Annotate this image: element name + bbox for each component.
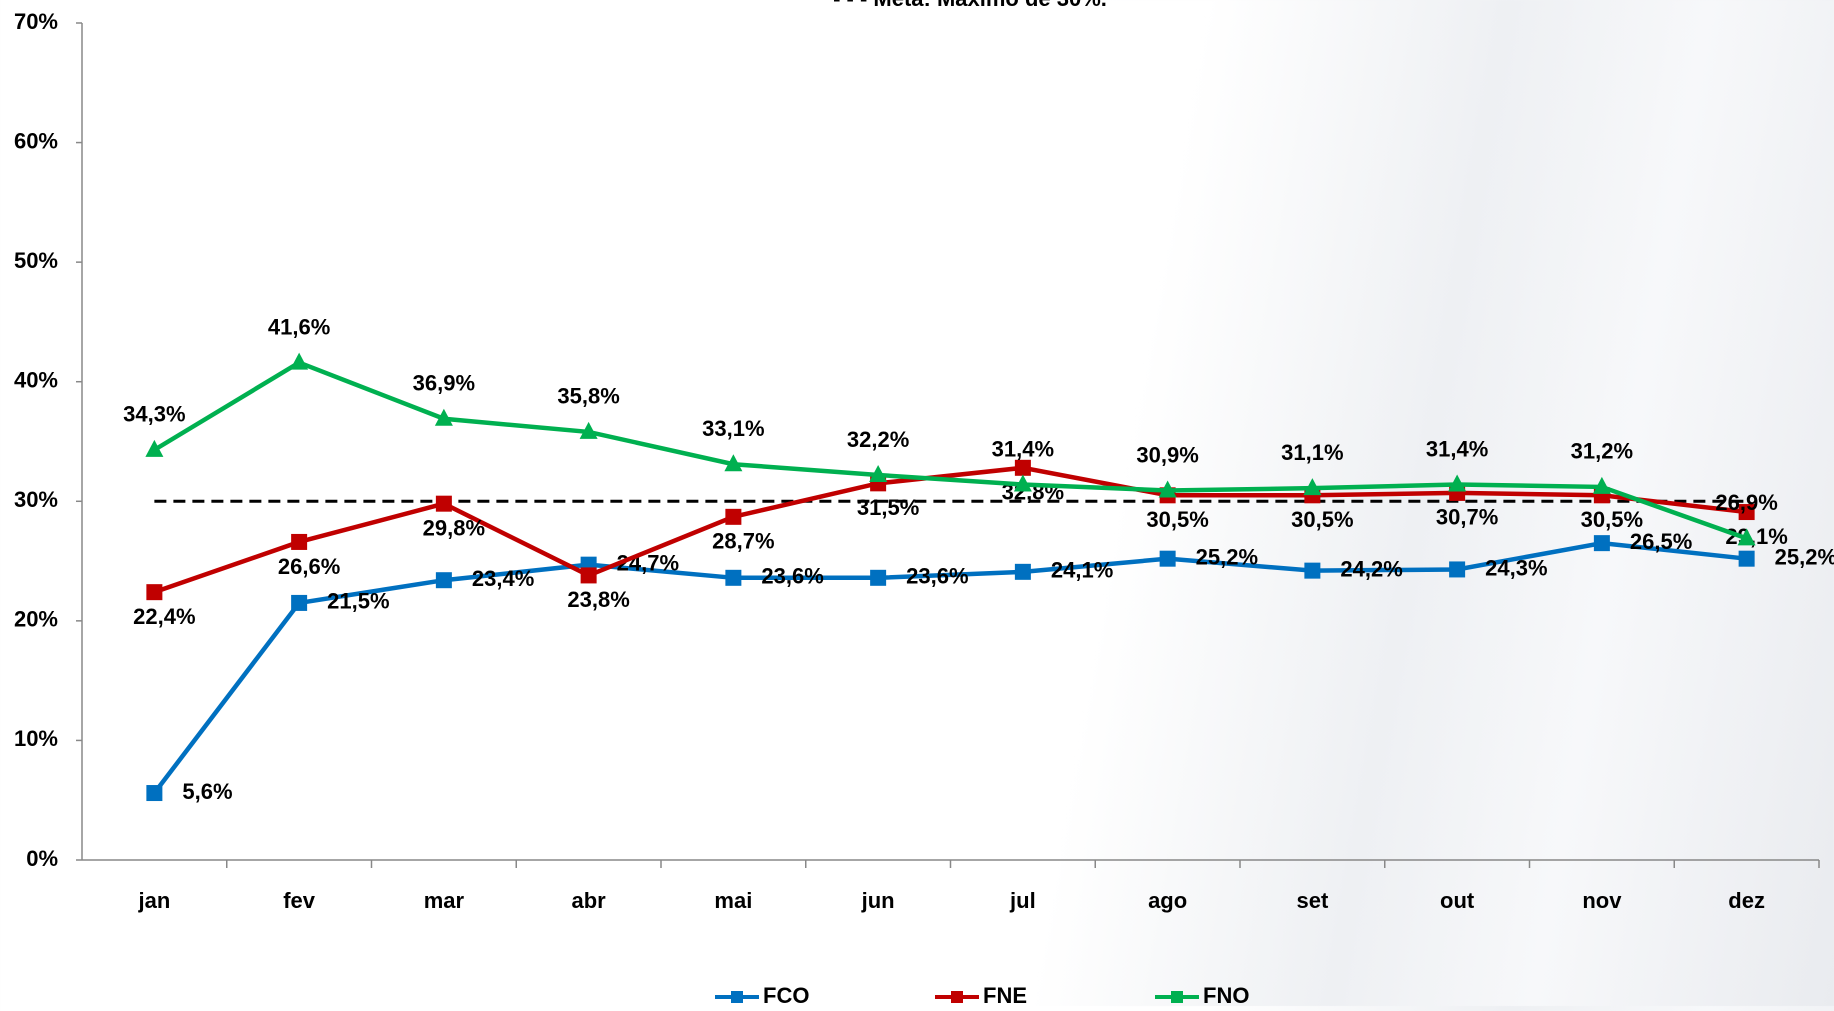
data-label: 31,4% xyxy=(992,436,1054,461)
legend-label: FCO xyxy=(763,983,809,1006)
x-tick-label: jun xyxy=(861,888,895,913)
data-label: 36,9% xyxy=(413,371,475,396)
marker xyxy=(1594,535,1610,551)
legend-marker xyxy=(731,991,743,1003)
data-label: 25,2% xyxy=(1196,544,1258,569)
data-label: 30,5% xyxy=(1146,507,1208,532)
data-label: 5,6% xyxy=(182,779,232,804)
chart: - - - Meta: Máximo de 30%. 0% 10% 20% 30% 40… xyxy=(0,0,1834,1006)
data-label: 26,5% xyxy=(1630,529,1692,554)
marker xyxy=(1015,460,1031,476)
data-label: 30,5% xyxy=(1291,507,1353,532)
x-tick-label: fev xyxy=(283,888,316,913)
data-label: 30,5% xyxy=(1581,507,1643,532)
data-label: 33,1% xyxy=(702,416,764,441)
x-tick-label: dez xyxy=(1728,888,1765,913)
data-label: 30,9% xyxy=(1136,442,1198,467)
marker xyxy=(1160,551,1176,567)
data-label: 26,6% xyxy=(278,554,340,579)
marker xyxy=(291,595,307,611)
marker xyxy=(581,567,597,583)
data-label: 21,5% xyxy=(327,589,389,614)
data-label: 22,4% xyxy=(133,604,195,629)
data-label: 24,1% xyxy=(1051,558,1113,583)
data-label: 29,8% xyxy=(423,515,485,540)
data-label: 26,9% xyxy=(1715,490,1777,515)
marker xyxy=(725,509,741,525)
marker xyxy=(291,534,307,550)
data-label: 28,7% xyxy=(712,529,774,554)
data-label: 34,3% xyxy=(123,402,185,427)
x-tick-label: set xyxy=(1296,888,1328,913)
marker xyxy=(1304,563,1320,579)
marker xyxy=(725,570,741,586)
data-label: 32,2% xyxy=(847,427,909,452)
x-tick-label: ago xyxy=(1148,888,1187,913)
data-label: 35,8% xyxy=(557,384,619,409)
data-label: 41,6% xyxy=(268,314,330,339)
y-tick-label: 60% xyxy=(14,128,58,153)
y-tick-label: 20% xyxy=(14,607,58,632)
marker xyxy=(870,570,886,586)
chart-title: - - - Meta: Máximo de 30%. xyxy=(833,0,1107,11)
marker xyxy=(436,572,452,588)
data-label: 24,7% xyxy=(617,550,679,575)
marker xyxy=(146,785,162,801)
marker xyxy=(436,496,452,512)
y-tick-label: 30% xyxy=(14,487,58,512)
legend-marker xyxy=(951,991,963,1003)
data-label: 23,8% xyxy=(567,587,629,612)
marker xyxy=(290,353,308,370)
legend-label: FNE xyxy=(983,983,1027,1006)
y-tick-label: 50% xyxy=(14,248,58,273)
x-tick-label: out xyxy=(1440,888,1475,913)
data-label: 24,3% xyxy=(1485,555,1547,580)
data-label: 31,4% xyxy=(1426,436,1488,461)
data-label: 23,6% xyxy=(906,564,968,589)
x-tick-label: mar xyxy=(424,888,465,913)
marker xyxy=(146,584,162,600)
marker xyxy=(1449,561,1465,577)
data-label: 23,6% xyxy=(761,564,823,589)
series-line xyxy=(154,363,1746,539)
x-tick-label: mai xyxy=(714,888,752,913)
x-tick-label: jan xyxy=(137,888,170,913)
legend-marker xyxy=(1171,991,1183,1003)
data-label: 31,5% xyxy=(857,495,919,520)
y-tick-label: 0% xyxy=(26,846,58,871)
x-tick-label: abr xyxy=(572,888,607,913)
y-tick-label: 10% xyxy=(14,726,58,751)
x-tick-label: nov xyxy=(1582,888,1622,913)
data-label: 30,7% xyxy=(1436,505,1498,530)
y-tick-label: 40% xyxy=(14,368,58,393)
x-tick-label: jul xyxy=(1009,888,1036,913)
data-label: 24,2% xyxy=(1340,556,1402,581)
data-label: 31,1% xyxy=(1281,440,1343,465)
data-label: 23,4% xyxy=(472,566,534,591)
marker xyxy=(1739,551,1755,567)
legend-label: FNO xyxy=(1203,983,1249,1006)
marker xyxy=(1015,564,1031,580)
y-tick-label: 70% xyxy=(14,9,58,34)
data-label: 31,2% xyxy=(1571,439,1633,464)
